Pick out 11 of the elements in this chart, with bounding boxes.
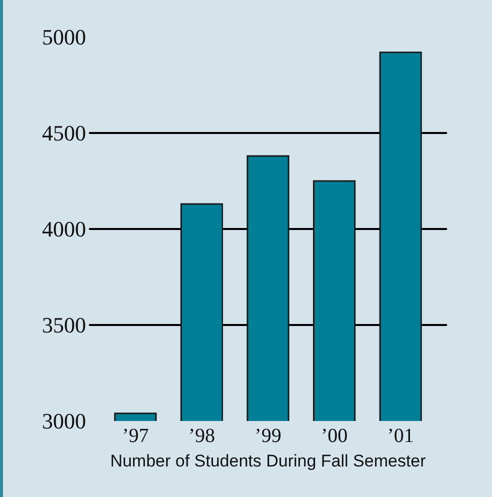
y-tick-label: 4500 <box>42 120 86 146</box>
x-tick-label: ’97 <box>122 425 149 447</box>
y-tick-label: 3000 <box>42 408 86 434</box>
y-tick-label: 3500 <box>42 312 86 338</box>
y-tick-label: 5000 <box>42 24 86 50</box>
x-axis-title: Number of Students During Fall Semester <box>110 451 426 470</box>
x-tick-label: ’01 <box>387 425 414 447</box>
y-tick-label: 4000 <box>42 216 86 242</box>
x-tick-label: ’98 <box>188 425 216 447</box>
x-tick-label: ’00 <box>320 425 348 447</box>
x-tick-label: ’99 <box>254 425 282 447</box>
